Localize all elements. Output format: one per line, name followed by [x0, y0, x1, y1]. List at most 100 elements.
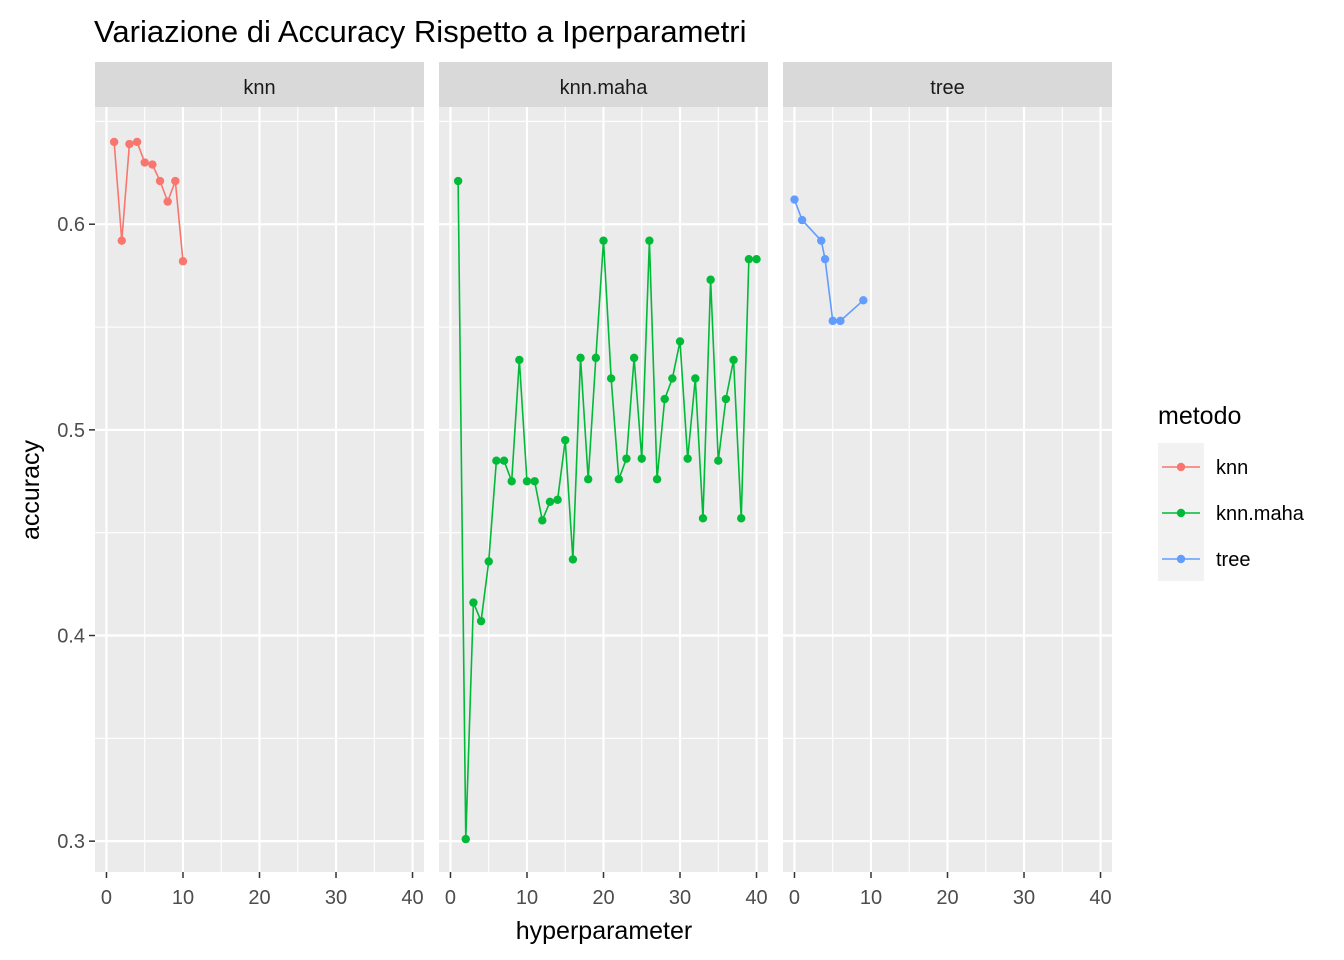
data-point [499, 456, 509, 465]
panel-knn-maha: knn.maha [439, 62, 768, 872]
data-point [522, 477, 532, 486]
data-point [132, 137, 142, 147]
data-point [817, 236, 826, 245]
x-tick-label: 40 [401, 887, 423, 909]
legend-label: knn.maha [1216, 503, 1305, 525]
legend-label: knn [1216, 457, 1248, 479]
data-point [530, 477, 539, 486]
data-point [706, 275, 715, 284]
data-point [675, 337, 685, 346]
x-tick-label: 10 [860, 887, 882, 909]
legend: metodo knn knn.maha tree [1158, 402, 1305, 581]
data-point [163, 197, 172, 206]
legend-key-point [1176, 554, 1186, 564]
data-point [859, 296, 868, 305]
legend-title: metodo [1158, 402, 1241, 430]
x-tick-label: 0 [445, 887, 456, 909]
x-tick-label: 40 [745, 887, 767, 909]
data-point [668, 374, 677, 383]
data-point [553, 495, 562, 504]
data-point [599, 236, 608, 245]
legend-entry-knn-maha: knn.maha [1162, 503, 1305, 525]
data-point [492, 456, 501, 465]
y-tick-label: 0.3 [57, 831, 85, 853]
data-point [797, 215, 807, 225]
data-point [117, 236, 126, 245]
data-point [645, 236, 654, 245]
data-point [484, 557, 493, 566]
data-point [125, 139, 134, 149]
y-tick-label: 0.5 [57, 420, 85, 442]
data-point [629, 353, 639, 363]
x-tick-label: 20 [248, 887, 270, 909]
legend-key-point [1176, 462, 1186, 472]
data-point [698, 514, 708, 523]
panel-knn: knn [95, 62, 424, 872]
data-point [148, 160, 157, 169]
legend-key-point [1176, 508, 1186, 518]
legend-label: tree [1216, 549, 1250, 571]
data-point [622, 454, 631, 463]
data-point [637, 454, 646, 463]
series-line [457, 181, 757, 840]
data-point [614, 475, 624, 484]
data-point [155, 176, 165, 186]
strip-background [783, 62, 1112, 107]
data-point [606, 374, 616, 383]
data-point [453, 176, 463, 186]
data-point [652, 475, 662, 484]
data-point [507, 477, 516, 486]
data-point [461, 834, 470, 844]
x-tick-label: 10 [516, 887, 538, 909]
y-tick-label: 0.6 [57, 214, 85, 236]
data-point [790, 195, 799, 204]
data-point [538, 516, 547, 525]
data-point [469, 598, 478, 607]
data-point [828, 316, 837, 326]
panel-tree: tree [783, 62, 1112, 872]
facet-panels: knn knn.maha tree [95, 62, 1112, 872]
series-tree [790, 195, 868, 326]
series-knn-maha [453, 176, 761, 844]
chart-title: Variazione di Accuracy Rispetto a Iperpa… [94, 14, 746, 49]
x-tick-label: 20 [936, 887, 958, 909]
data-point [737, 514, 746, 523]
data-point [515, 355, 524, 365]
data-point [729, 355, 738, 365]
y-axis: 0.3 0.4 0.5 0.6 [57, 214, 95, 853]
data-point [683, 454, 692, 463]
data-point [109, 137, 119, 147]
data-point [591, 353, 601, 363]
strip-background [439, 62, 768, 107]
data-point [660, 394, 669, 404]
x-tick-label: 0 [101, 887, 112, 909]
data-point [178, 257, 188, 266]
x-tick-label: 10 [172, 887, 194, 909]
x-axis-title: hyperparameter [516, 917, 692, 945]
y-tick-label: 0.4 [57, 626, 85, 648]
data-point [714, 456, 723, 465]
data-point [140, 158, 149, 167]
data-point [583, 475, 593, 484]
data-point [171, 176, 180, 186]
data-point [568, 555, 578, 564]
x-tick-label: 0 [789, 887, 800, 909]
strip-label: knn [243, 77, 275, 99]
x-tick-label: 30 [325, 887, 347, 909]
data-point [476, 616, 486, 626]
legend-entry-knn: knn [1162, 457, 1248, 479]
series-knn [109, 137, 188, 266]
legend-entry-tree: tree [1162, 549, 1250, 571]
x-tick-label: 30 [669, 887, 691, 909]
strip-label: knn.maha [560, 77, 649, 99]
data-point [820, 254, 830, 264]
data-point [691, 374, 700, 383]
x-tick-label: 40 [1089, 887, 1111, 909]
strip-label: tree [930, 77, 964, 99]
data-point [721, 394, 731, 404]
x-axes: 0 10 20 30 40 0 10 20 30 40 0 10 20 30 40 [101, 872, 1112, 909]
x-tick-label: 20 [592, 887, 614, 909]
strip-background [95, 62, 424, 107]
data-point [752, 254, 761, 264]
